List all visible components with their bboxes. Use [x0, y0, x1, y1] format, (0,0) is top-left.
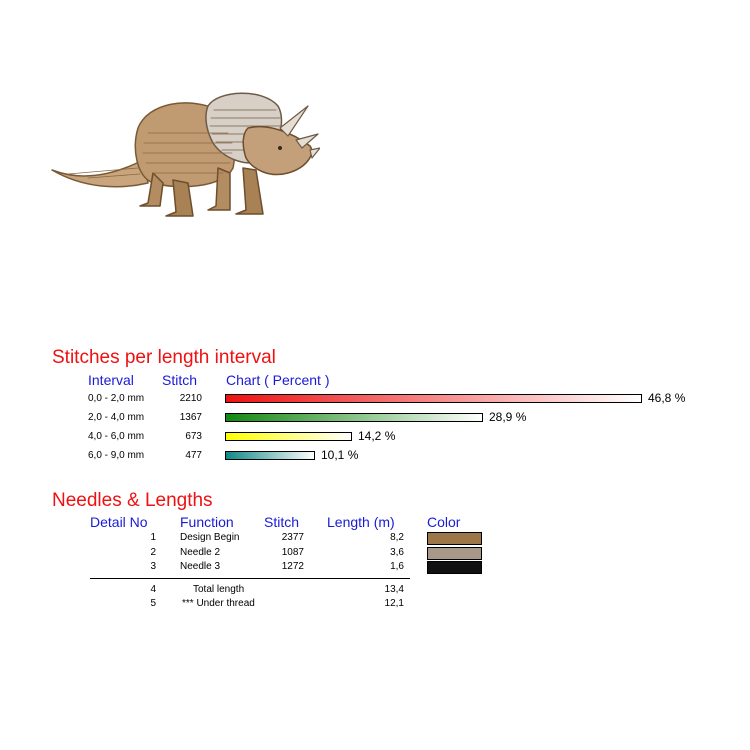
function-name: Design Begin: [180, 532, 240, 543]
interval-bar: [225, 394, 642, 403]
chart-header: Chart ( Percent ): [226, 372, 330, 388]
color-swatch: [427, 532, 482, 545]
stitch-count: 2210: [179, 393, 202, 404]
color-header: Color: [427, 514, 461, 530]
bar-value-label: 28,9 %: [489, 410, 527, 424]
interval-label: 0,0 - 2,0 mm: [88, 393, 145, 404]
function-name: Needle 3: [180, 561, 221, 572]
interval-bar: [225, 451, 315, 460]
bar-value-label: 14,2 %: [358, 429, 396, 443]
interval-bar: [225, 432, 352, 441]
interval-header: Interval: [88, 372, 134, 388]
interval-label: 4,0 - 6,0 mm: [88, 431, 145, 442]
stitch-value: 1272: [281, 561, 304, 572]
color-swatch: [427, 561, 482, 574]
total-length: 12,1: [384, 598, 404, 609]
interval-bar: [225, 413, 483, 422]
stitch-count: 673: [185, 431, 202, 442]
detail-no: 1: [150, 532, 156, 543]
interval-label: 2,0 - 4,0 mm: [88, 412, 145, 423]
length-value: 3,6: [390, 546, 404, 558]
function-header: Function: [180, 514, 234, 530]
totals-divider: [90, 578, 410, 579]
total-no: 4: [150, 584, 156, 595]
detail-no: 2: [150, 546, 156, 558]
stitch-count: 477: [185, 450, 202, 461]
length-value: 1,6: [390, 561, 404, 572]
detail-no-header: Detail No: [90, 514, 148, 530]
total-no: 5: [150, 598, 156, 609]
stitch-value: 1087: [281, 546, 304, 558]
function-name: Needle 2: [180, 546, 221, 558]
stitch-count: 1367: [179, 412, 202, 423]
bar-value-label: 10,1 %: [321, 448, 359, 462]
stitch-col-header: Stitch: [264, 514, 300, 530]
stitch-header: Stitch: [162, 372, 198, 388]
total-label: *** Under thread: [182, 598, 255, 609]
needles-section-title: Needles & Lengths: [52, 490, 213, 511]
total-label: Total length: [193, 584, 245, 595]
total-length: 13,4: [384, 584, 404, 595]
stitches-section-title: Stitches per length interval: [52, 347, 276, 368]
interval-label: 6,0 - 9,0 mm: [88, 450, 145, 461]
bar-value-label: 46,8 %: [648, 391, 686, 405]
length-header: Length (m): [327, 514, 395, 530]
stitch-value: 2377: [281, 532, 304, 543]
design-preview-image: [51, 92, 320, 217]
length-value: 8,2: [390, 532, 404, 543]
color-swatch: [427, 546, 482, 560]
detail-no: 3: [150, 561, 156, 572]
